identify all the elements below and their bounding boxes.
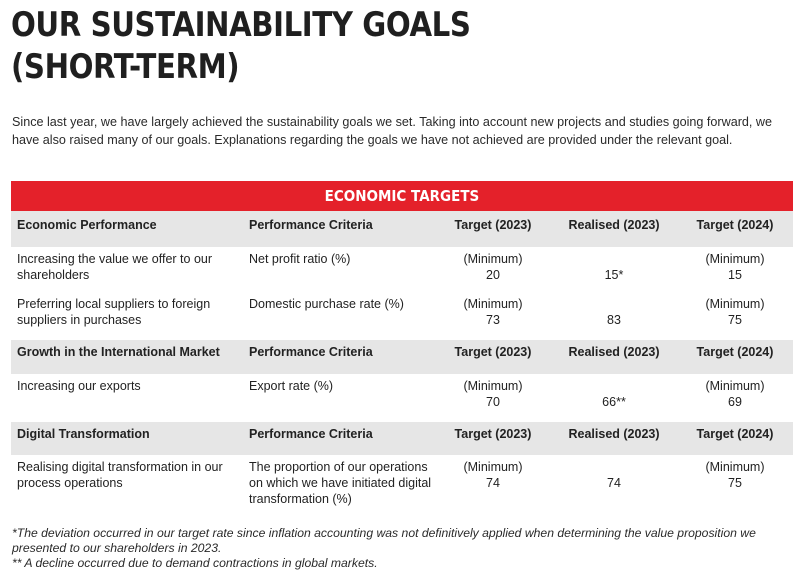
- column-header-target-2024: Target (2024): [696, 427, 774, 441]
- table-row: Increasing our exports Export rate (%) (…: [11, 374, 793, 422]
- column-header-realised-2023: Realised (2023): [568, 218, 660, 232]
- section-title: Economic Performance: [17, 218, 157, 232]
- goal-cell: Preferring local suppliers to foreign su…: [17, 297, 211, 327]
- target-2023-label: (Minimum): [463, 460, 523, 474]
- target-2024-value: 75: [728, 476, 742, 490]
- page-title-line-1: OUR SUSTAINABILITY GOALS: [11, 5, 471, 45]
- table-row: Preferring local suppliers to foreign su…: [11, 293, 793, 340]
- section-title: Growth in the International Market: [17, 345, 220, 359]
- realised-2023-value: 74: [607, 476, 621, 490]
- target-2023-value: 74: [486, 476, 500, 490]
- page-title-line-2: (SHORT-TERM): [11, 47, 240, 87]
- column-header-target-2023: Target (2023): [454, 427, 532, 441]
- column-header-criteria: Performance Criteria: [249, 427, 373, 441]
- table-row: Increasing the value we offer to our sha…: [11, 247, 793, 293]
- target-2023-label: (Minimum): [463, 297, 523, 311]
- target-2024-label: (Minimum): [705, 379, 765, 393]
- goal-cell: Realising digital transformation in our …: [17, 460, 223, 490]
- column-header-realised-2023: Realised (2023): [568, 427, 660, 441]
- target-2024-value: 75: [728, 313, 742, 327]
- page-title: OUR SUSTAINABILITY GOALS (SHORT-TERM): [11, 4, 471, 88]
- section-title: Digital Transformation: [17, 427, 150, 441]
- economic-targets-heading: ECONOMIC TARGETS: [324, 187, 480, 205]
- intro-paragraph: Since last year, we have largely achieve…: [12, 115, 773, 147]
- column-header-criteria: Performance Criteria: [249, 218, 373, 232]
- realised-2023-value: 66**: [602, 395, 626, 409]
- target-2023-value: 70: [486, 395, 500, 409]
- footnote-1: *The deviation occurred in our target ra…: [12, 526, 756, 555]
- target-2023-label: (Minimum): [463, 379, 523, 393]
- column-header-target-2023: Target (2023): [454, 345, 532, 359]
- column-header-realised-2023: Realised (2023): [568, 345, 660, 359]
- target-2024-value: 69: [728, 395, 742, 409]
- goal-cell: Increasing our exports: [17, 379, 141, 393]
- target-2024-label: (Minimum): [705, 252, 765, 266]
- section-header-row: Digital Transformation Performance Crite…: [11, 422, 793, 455]
- criteria-cell: The proportion of our operations on whic…: [249, 460, 432, 506]
- target-2024-label: (Minimum): [705, 297, 765, 311]
- footnote-2: ** A decline occurred due to demand cont…: [12, 556, 378, 570]
- column-header-target-2023: Target (2023): [454, 218, 532, 232]
- economic-targets-table: ECONOMIC TARGETS Economic Performance Pe…: [11, 181, 793, 515]
- realised-2023-value: 83: [607, 313, 621, 327]
- target-2023-value: 73: [486, 313, 500, 327]
- criteria-cell: Export rate (%): [249, 379, 334, 393]
- economic-targets-band: ECONOMIC TARGETS: [11, 181, 793, 211]
- section-header-row: Economic Performance Performance Criteri…: [11, 211, 793, 247]
- column-header-criteria: Performance Criteria: [249, 345, 373, 359]
- section-header-row: Growth in the International Market Perfo…: [11, 340, 793, 374]
- criteria-cell: Domestic purchase rate (%): [249, 297, 404, 311]
- target-2023-label: (Minimum): [463, 252, 523, 266]
- column-header-target-2024: Target (2024): [696, 218, 774, 232]
- target-2024-label: (Minimum): [705, 460, 765, 474]
- criteria-cell: Net profit ratio (%): [249, 252, 351, 266]
- target-2024-value: 15: [728, 268, 742, 282]
- table-row: Realising digital transformation in our …: [11, 455, 793, 515]
- target-2023-value: 20: [486, 268, 500, 282]
- column-header-target-2024: Target (2024): [696, 345, 774, 359]
- goal-cell: Increasing the value we offer to our sha…: [17, 252, 213, 282]
- realised-2023-value: 15*: [604, 268, 624, 282]
